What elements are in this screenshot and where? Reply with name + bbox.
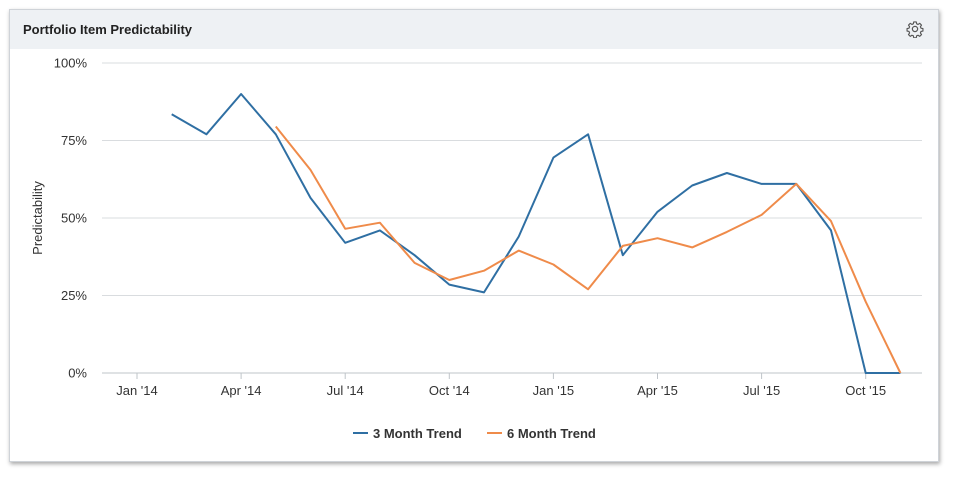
legend[interactable]: 3 Month Trend 6 Month Trend bbox=[353, 426, 596, 441]
x-tick-label: Jan '14 bbox=[116, 383, 158, 398]
chart-card: Portfolio Item Predictability 0% 25% 50% 75… bbox=[9, 9, 939, 462]
y-tick-label: 100% bbox=[54, 56, 88, 71]
y-tick-label: 75% bbox=[61, 133, 87, 148]
gear-icon[interactable] bbox=[906, 20, 924, 38]
y-tick-label: 0% bbox=[68, 366, 87, 381]
card-header: Portfolio Item Predictability bbox=[10, 10, 938, 49]
y-axis-label: Predictability bbox=[30, 181, 45, 255]
x-axis-ticks: Jan '14 Apr '14 Jul '14 Oct '14 Jan '15 Apr '… bbox=[116, 373, 886, 398]
x-tick-label: Jul '15 bbox=[743, 383, 780, 398]
legend-label-6-month[interactable]: 6 Month Trend bbox=[507, 426, 596, 441]
series-lines bbox=[171, 93, 902, 374]
series-line-3-month-trend[interactable] bbox=[171, 93, 901, 374]
x-tick-label: Apr '15 bbox=[637, 383, 678, 398]
y-axis-ticks: 0% 25% 50% 75% 100% bbox=[54, 56, 88, 381]
y-tick-label: 50% bbox=[61, 211, 87, 226]
y-tick-label: 25% bbox=[61, 288, 87, 303]
card-title: Portfolio Item Predictability bbox=[23, 22, 193, 37]
series-line-6-month-trend[interactable] bbox=[275, 125, 902, 374]
x-tick-label: Oct '14 bbox=[429, 383, 470, 398]
x-tick-label: Jan '15 bbox=[533, 383, 575, 398]
grid-lines bbox=[102, 62, 922, 374]
x-tick-label: Oct '15 bbox=[845, 383, 886, 398]
x-tick-label: Apr '14 bbox=[221, 383, 262, 398]
legend-label-3-month[interactable]: 3 Month Trend bbox=[373, 426, 462, 441]
line-chart: 0% 25% 50% 75% 100% Jan '14 Apr '14 Jul '14 Oct… bbox=[30, 56, 922, 441]
x-tick-label: Jul '14 bbox=[327, 383, 364, 398]
